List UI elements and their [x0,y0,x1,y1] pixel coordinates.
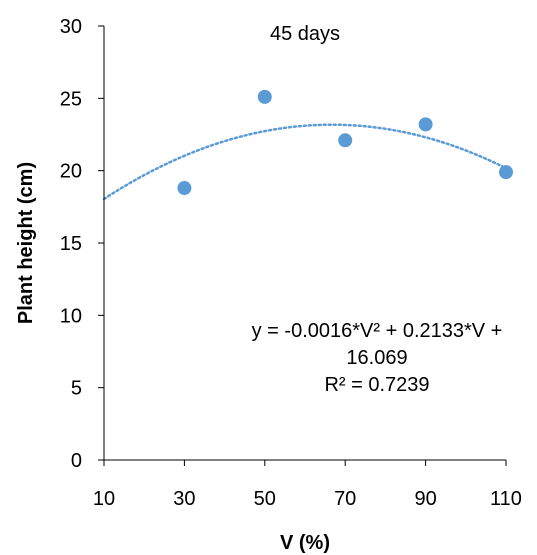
x-tick-label: 10 [93,488,115,510]
y-tick-label: 10 [60,305,82,327]
data-point [338,133,353,148]
y-tick-label: 20 [60,161,82,183]
y-tick-label: 15 [60,233,82,255]
y-axis-title: Plant height (cm) [15,162,37,324]
data-point [418,117,433,132]
y-tick-label: 5 [71,378,82,400]
x-tick-label: 110 [490,488,522,510]
y-tick-label: 0 [71,450,82,472]
x-tick-label: 70 [334,488,356,510]
data-point [499,165,513,180]
r-squared-label: R² = 0.7239 [324,374,429,396]
trendline-equation-line1: y = -0.0016*V² + 0.2133*V + [252,320,503,342]
trendline [102,123,508,201]
data-point [257,89,272,104]
x-axis-title: V (%) [280,532,330,554]
trendline-equation-line2: 16.069 [346,347,407,369]
chart-title: 45 days [270,23,340,45]
y-tick-label: 25 [60,88,82,110]
data-point [177,181,192,196]
x-tick-label: 50 [254,488,276,510]
x-tick-label: 90 [414,488,436,510]
x-tick-label: 30 [173,488,195,510]
y-tick-label: 30 [60,16,82,38]
